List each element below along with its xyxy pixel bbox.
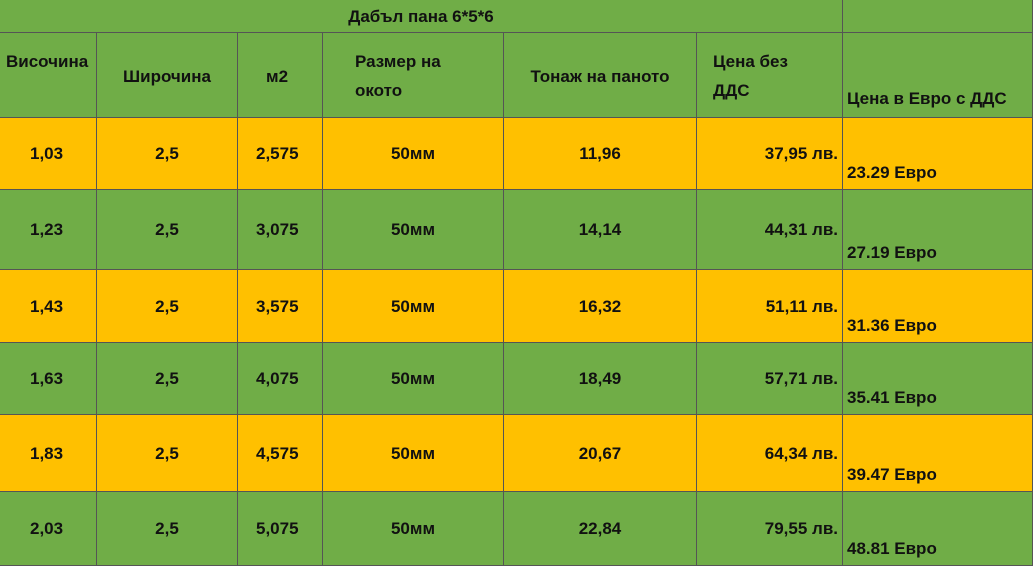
data-cell: 48.81 Евро <box>843 492 1033 566</box>
data-cell: 3,075 <box>238 190 323 270</box>
data-cell: 2,575 <box>238 118 323 190</box>
data-cell: 44,31 лв. <box>697 190 843 270</box>
header-cell: Височина <box>0 33 97 118</box>
data-cell: 3,575 <box>238 270 323 343</box>
data-cell: 35.41 Евро <box>843 343 1033 415</box>
data-cell: 1,83 <box>0 415 97 492</box>
data-cell: 2,5 <box>97 492 238 566</box>
data-cell: 50мм <box>323 343 504 415</box>
data-cell: 4,575 <box>238 415 323 492</box>
header-cell: м2 <box>238 33 323 118</box>
data-cell: 23.29 Евро <box>843 118 1033 190</box>
data-cell: 2,5 <box>97 415 238 492</box>
data-cell: 39.47 Евро <box>843 415 1033 492</box>
data-cell: 1,23 <box>0 190 97 270</box>
data-cell: 2,5 <box>97 343 238 415</box>
empty-cell <box>843 0 1033 33</box>
data-cell: 2,03 <box>0 492 97 566</box>
header-cell: Тонаж на паното <box>504 33 697 118</box>
header-cell: Цена без ДДС <box>697 33 843 118</box>
data-cell: 20,67 <box>504 415 697 492</box>
data-cell: 2,5 <box>97 118 238 190</box>
data-cell: 16,32 <box>504 270 697 343</box>
data-cell: 50мм <box>323 270 504 343</box>
data-cell: 18,49 <box>504 343 697 415</box>
data-cell: 1,03 <box>0 118 97 190</box>
data-cell: 37,95 лв. <box>697 118 843 190</box>
data-cell: 5,075 <box>238 492 323 566</box>
data-cell: 50мм <box>323 492 504 566</box>
data-cell: 57,71 лв. <box>697 343 843 415</box>
header-cell: Размер на окото <box>323 33 504 118</box>
data-cell: 14,14 <box>504 190 697 270</box>
data-cell: 64,34 лв. <box>697 415 843 492</box>
table-title: Дабъл пана 6*5*6 <box>0 0 843 33</box>
data-cell: 50мм <box>323 190 504 270</box>
data-cell: 11,96 <box>504 118 697 190</box>
data-cell: 79,55 лв. <box>697 492 843 566</box>
header-cell: Широчина <box>97 33 238 118</box>
data-cell: 22,84 <box>504 492 697 566</box>
data-cell: 4,075 <box>238 343 323 415</box>
data-cell: 51,11 лв. <box>697 270 843 343</box>
data-cell: 27.19 Евро <box>843 190 1033 270</box>
data-cell: 31.36 Евро <box>843 270 1033 343</box>
data-cell: 2,5 <box>97 190 238 270</box>
data-cell: 50мм <box>323 415 504 492</box>
data-cell: 50мм <box>323 118 504 190</box>
header-cell: Цена в Евро с ДДС <box>843 33 1033 118</box>
data-cell: 1,43 <box>0 270 97 343</box>
data-cell: 2,5 <box>97 270 238 343</box>
data-cell: 1,63 <box>0 343 97 415</box>
